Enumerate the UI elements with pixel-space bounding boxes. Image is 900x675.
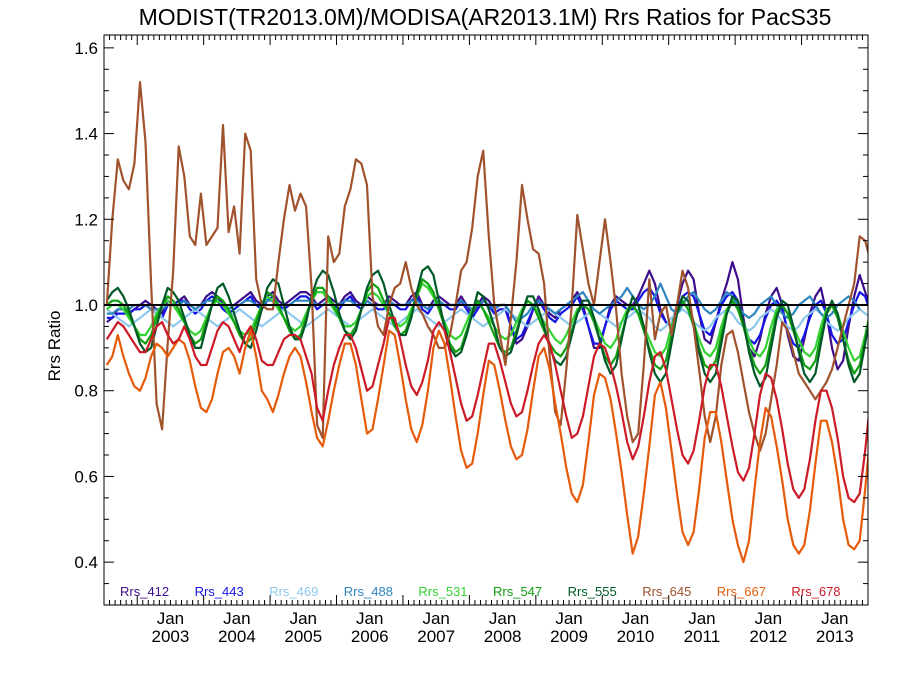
- x-tick-label-year: 2005: [284, 627, 322, 646]
- x-tick-label-month: Jan: [422, 609, 449, 628]
- y-tick-label: 0.8: [74, 382, 98, 401]
- legend-item-rrs-555: Rrs_555: [568, 584, 617, 599]
- legend-item-rrs-443: Rrs_443: [195, 584, 244, 599]
- x-tick-label-month: Jan: [489, 609, 516, 628]
- tick-layer: 0.40.60.81.01.21.41.6Jan2003Jan2004Jan20…: [74, 35, 869, 646]
- y-tick-label: 0.6: [74, 467, 98, 486]
- legend-item-rrs-412: Rrs_412: [120, 584, 169, 599]
- x-tick-label-month: Jan: [821, 609, 848, 628]
- legend-item-rrs-678: Rrs_678: [791, 584, 840, 599]
- y-tick-label: 1.2: [74, 210, 98, 229]
- chart-title: MODIST(TR2013.0M)/MODISA(AR2013.1M) Rrs …: [139, 4, 832, 30]
- x-tick-label-year: 2012: [749, 627, 787, 646]
- y-axis-label: Rrs Ratio: [45, 311, 64, 382]
- x-tick-label-month: Jan: [223, 609, 250, 628]
- legend-item-rrs-469: Rrs_469: [269, 584, 318, 599]
- x-tick-label-month: Jan: [755, 609, 782, 628]
- x-tick-label-month: Jan: [290, 609, 317, 628]
- x-tick-label-year: 2003: [152, 627, 190, 646]
- legend: Rrs_412 Rrs_443 Rrs_469 Rrs_488 Rrs_531 Rrs_5…: [120, 584, 841, 599]
- legend-item-rrs-547: Rrs_547: [493, 584, 542, 599]
- series-layer: [105, 80, 868, 564]
- y-tick-label: 1.4: [74, 125, 98, 144]
- x-tick-label-year: 2011: [684, 627, 721, 646]
- legend-item-rrs-531: Rrs_531: [418, 584, 467, 599]
- legend-item-rrs-488: Rrs_488: [344, 584, 393, 599]
- legend-item-rrs-667: Rrs_667: [717, 584, 766, 599]
- x-tick-label-year: 2007: [417, 627, 455, 646]
- x-tick-label-month: Jan: [688, 609, 715, 628]
- series-line-rrs-678: [105, 316, 868, 504]
- y-tick-label: 1.6: [74, 39, 98, 58]
- x-tick-label-year: 2008: [484, 627, 522, 646]
- y-tick-label: 1.0: [74, 296, 98, 315]
- legend-item-rrs-645: Rrs_645: [642, 584, 691, 599]
- x-tick-label-year: 2004: [218, 627, 256, 646]
- x-tick-label-month: Jan: [356, 609, 383, 628]
- series-line-rrs-555: [105, 265, 868, 388]
- series-line-rrs-547: [106, 278, 868, 375]
- x-tick-label-month: Jan: [555, 609, 582, 628]
- x-tick-label-year: 2009: [550, 627, 588, 646]
- series-line-rrs-667: [105, 329, 868, 564]
- x-tick-label-month: Jan: [157, 609, 184, 628]
- x-tick-label-year: 2010: [617, 627, 655, 646]
- plot-frame: [103, 34, 869, 606]
- x-tick-label-month: Jan: [622, 609, 649, 628]
- x-tick-label-year: 2006: [351, 627, 389, 646]
- y-tick-label: 0.4: [74, 553, 98, 572]
- series-line-rrs-645: [105, 80, 868, 452]
- x-tick-label-year: 2013: [816, 627, 854, 646]
